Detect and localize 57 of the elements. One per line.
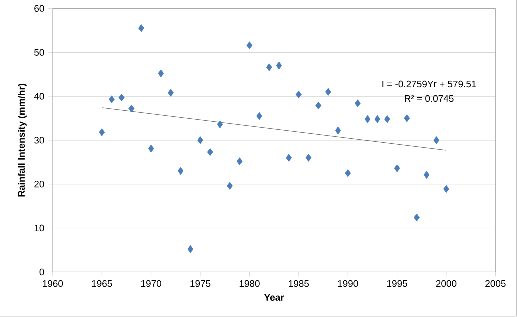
point xyxy=(138,24,144,32)
x-tick-label: 1995 xyxy=(387,280,408,288)
point xyxy=(108,96,115,104)
point xyxy=(286,154,292,162)
point xyxy=(414,214,420,222)
point xyxy=(178,167,184,176)
annotation: R² = 0.0745 xyxy=(405,96,454,102)
point xyxy=(404,114,410,123)
point xyxy=(266,64,272,72)
point xyxy=(99,128,106,137)
y-tick-label: 0 xyxy=(40,268,44,276)
point xyxy=(128,105,135,113)
x-tick-label: 2000 xyxy=(436,280,457,288)
point xyxy=(236,158,243,166)
y-axis-title: Rainfall Intensity (mm/hr) xyxy=(18,84,27,197)
x-tick-label: 1985 xyxy=(289,280,310,288)
y-tick-label: 40 xyxy=(34,93,44,100)
point xyxy=(364,116,371,124)
point xyxy=(207,148,214,156)
point xyxy=(434,136,440,144)
point xyxy=(374,116,381,124)
point xyxy=(296,91,302,99)
point xyxy=(198,136,204,144)
x-axis-title: Year xyxy=(264,294,284,302)
point xyxy=(394,164,400,173)
x-tick-label: 1990 xyxy=(338,280,358,288)
point xyxy=(168,89,174,98)
point xyxy=(276,62,282,70)
y-tick-label: 30 xyxy=(34,137,44,144)
point xyxy=(335,127,342,135)
x-tick-label: 1980 xyxy=(240,280,260,288)
x-tick-label: 1970 xyxy=(141,280,162,288)
point xyxy=(118,94,125,102)
y-tick-label: 20 xyxy=(34,181,44,188)
point xyxy=(306,154,312,162)
annotation: I = -0.2759Yr + 579.51 xyxy=(382,81,476,88)
x-tick-label: 1975 xyxy=(190,280,211,288)
x-tick-label: 2005 xyxy=(486,280,506,288)
y-tick-label: 10 xyxy=(34,225,44,232)
y-tick-label: 60 xyxy=(34,5,44,12)
point xyxy=(325,88,332,96)
point xyxy=(148,145,154,153)
point xyxy=(444,185,450,194)
point xyxy=(256,112,263,120)
point xyxy=(217,120,224,129)
point xyxy=(158,70,164,78)
point xyxy=(354,100,361,108)
point xyxy=(227,182,234,190)
x-tick-label: 1965 xyxy=(92,280,112,288)
point xyxy=(345,170,352,178)
point xyxy=(188,246,194,254)
point xyxy=(384,116,390,124)
point xyxy=(246,42,253,50)
x-tick-label: 1960 xyxy=(43,280,64,288)
point xyxy=(424,171,430,180)
y-tick-label: 50 xyxy=(34,49,44,56)
point xyxy=(316,102,322,110)
